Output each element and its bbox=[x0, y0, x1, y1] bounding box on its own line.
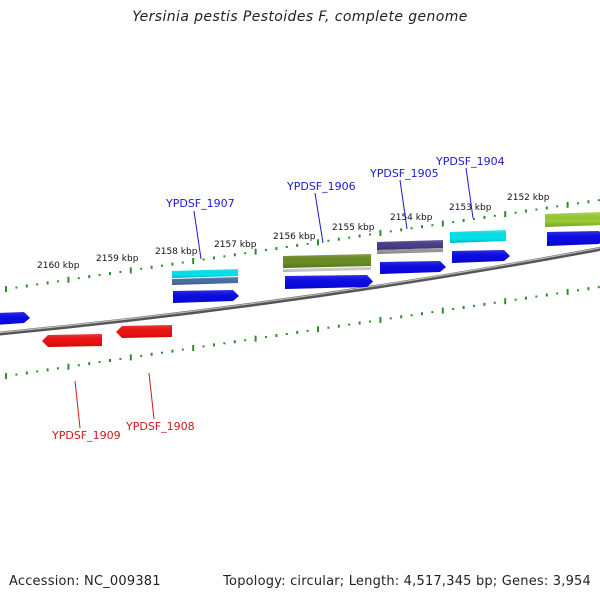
gene-label-reverse: YPDSF_1909 bbox=[51, 429, 121, 442]
cds-arrow-shade bbox=[547, 231, 600, 246]
feature-block-steel-shade bbox=[172, 277, 238, 285]
gene-label-reverse: YPDSF_1908 bbox=[125, 420, 195, 433]
leader-line bbox=[399, 179, 408, 230]
feature-block-olive-shade bbox=[283, 254, 371, 268]
leader-line bbox=[465, 167, 474, 219]
feature-block-cyan-shade bbox=[172, 269, 238, 278]
feature-block-cyan-shade bbox=[450, 230, 506, 243]
gene-label-forward: YPDSF_1907 bbox=[165, 197, 235, 210]
scale-label: 2159 kbp bbox=[96, 254, 139, 264]
scale-label: 2158 kbp bbox=[155, 247, 198, 257]
reverse-cds-arrow-shade bbox=[42, 334, 102, 347]
leader-line bbox=[314, 192, 324, 244]
cds-arrow-shade bbox=[380, 261, 446, 274]
scale-labels: 2160 kbp 2159 kbp 2158 kbp 2157 kbp 2156 kbp… bbox=[37, 193, 550, 271]
feature-block-grey-shade bbox=[377, 248, 443, 254]
scale-label: 2160 kbp bbox=[37, 261, 80, 271]
gene-label-forward: YPDSF_1905 bbox=[369, 167, 439, 180]
gene-label-forward: YPDSF_1906 bbox=[286, 180, 356, 193]
leader-line bbox=[148, 372, 155, 420]
backbone-highlight bbox=[0, 247, 600, 334]
cds-arrow-shade bbox=[452, 250, 510, 263]
gene-label-forward: YPDSF_1904 bbox=[435, 155, 505, 168]
genome-backbone bbox=[0, 246, 600, 336]
accession-text: Accession: NC_009381 bbox=[9, 574, 161, 589]
cds-arrow-shade bbox=[0, 312, 30, 325]
upper-tick-ruler bbox=[5, 199, 600, 293]
feature-block-grey-shade bbox=[283, 267, 371, 272]
feature-block-lime-shade bbox=[545, 212, 600, 227]
scale-label: 2152 kbp bbox=[507, 193, 550, 203]
scale-label: 2155 kbp bbox=[332, 223, 375, 233]
map-title: Yersinia pestis Pestoides F, complete ge… bbox=[132, 9, 468, 25]
scale-label: 2156 kbp bbox=[273, 232, 316, 242]
scale-label: 2154 kbp bbox=[390, 213, 433, 223]
lower-tick-ruler bbox=[5, 286, 600, 380]
reverse-cds-arrow-shade bbox=[116, 325, 172, 338]
scale-label: 2157 kbp bbox=[214, 240, 257, 250]
leader-line bbox=[193, 210, 202, 260]
feature-block-purple-shade bbox=[377, 240, 443, 250]
cds-arrow-shade bbox=[173, 290, 239, 303]
scale-label: 2153 kbp bbox=[449, 203, 492, 213]
cds-arrow-shade bbox=[285, 275, 373, 289]
gene-labels: YPDSF_1907 YPDSF_1906 YPDSF_1905YPDSF_1904… bbox=[51, 155, 505, 442]
backbone-line bbox=[0, 246, 600, 336]
genome-summary-text: Topology: circular; Length: 4,517,345 bp… bbox=[223, 574, 591, 589]
leader-line bbox=[74, 380, 81, 429]
feature-track bbox=[0, 212, 600, 347]
